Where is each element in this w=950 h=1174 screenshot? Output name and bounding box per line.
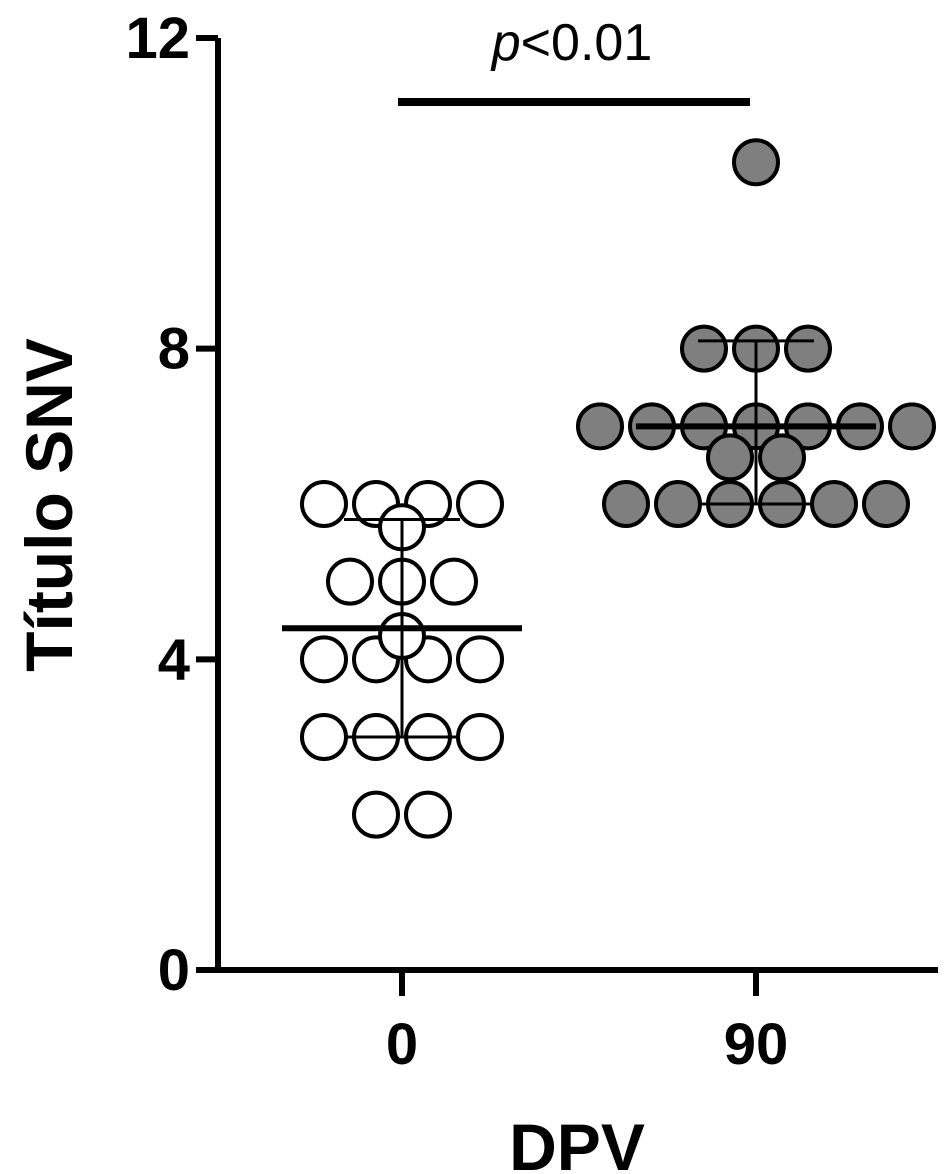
- data-point: [680, 324, 728, 373]
- data-point: [300, 713, 348, 761]
- data-point: [456, 713, 504, 761]
- data-point: [758, 433, 806, 482]
- x-ticks: 0 90: [386, 970, 788, 1077]
- data-point: [404, 790, 452, 839]
- significance-threshold: <0.01: [521, 14, 653, 72]
- y-ticks: 0 4 8 12: [125, 6, 218, 1003]
- x-axis-title: DPV: [509, 1110, 645, 1174]
- data-point: [576, 402, 624, 451]
- summary-stats: [282, 339, 876, 739]
- y-tick-label: 4: [158, 627, 190, 692]
- significance-label: p<0.01: [490, 14, 653, 72]
- data-point: [862, 480, 910, 528]
- data-point: [810, 480, 858, 528]
- data-point: [732, 138, 780, 187]
- data-point: [326, 557, 374, 606]
- data-point: [430, 557, 478, 606]
- data-point: [784, 324, 832, 373]
- y-tick-label: 12: [125, 6, 190, 71]
- data-points: [300, 138, 936, 839]
- data-point: [654, 480, 702, 528]
- data-point: [888, 402, 936, 451]
- y-axis-title: Título SNV: [12, 338, 86, 672]
- x-tick-label: 90: [724, 1012, 789, 1077]
- significance-p: p: [490, 14, 521, 72]
- data-point: [456, 480, 504, 528]
- data-point: [602, 480, 650, 528]
- data-point: [706, 433, 754, 482]
- data-point: [352, 790, 400, 839]
- data-point: [456, 635, 504, 684]
- y-tick-label: 8: [158, 317, 190, 382]
- data-point: [300, 480, 348, 528]
- x-tick-label: 0: [386, 1012, 418, 1077]
- data-point: [300, 635, 348, 684]
- y-tick-label: 0: [158, 938, 190, 1003]
